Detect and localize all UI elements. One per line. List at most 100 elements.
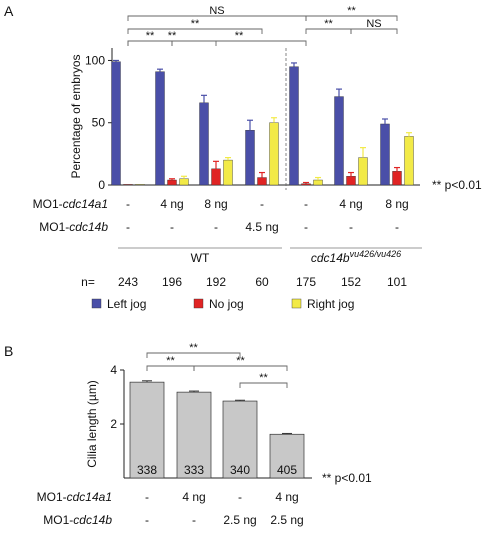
a-bar-no-jog: [346, 176, 356, 186]
a-n-label: n=: [81, 275, 95, 289]
a-row-cell: -: [349, 220, 353, 234]
b-row-label: MO1-cdc14a1: [37, 490, 112, 504]
b-n-value: 338: [137, 463, 157, 477]
a-row-cell: -: [214, 220, 218, 234]
a-significance-bracket-text: NS: [209, 5, 224, 17]
a-significance-bracket-text: **: [146, 30, 155, 42]
a-bar-left-jog: [155, 71, 165, 186]
a-legend-label: No jog: [209, 297, 244, 311]
a-group-label-gene: cdc14b: [311, 251, 350, 265]
a-significance-bracket-text: **: [347, 5, 356, 17]
a-significance-bracket-text: **: [235, 30, 244, 42]
a-row-cell: 4.5 ng: [245, 220, 278, 234]
a-bar-right-jog: [313, 179, 323, 186]
b-row-cell: 2.5 ng: [270, 513, 303, 527]
a-legend-label: Right jog: [307, 297, 354, 311]
a-bar-right-jog: [135, 184, 145, 186]
a-p-note: ** p<0.01: [432, 178, 482, 192]
a-n-value: 60: [255, 275, 269, 289]
b-y-tick-label: 2: [110, 417, 117, 431]
a-significance-bracket-text: **: [168, 30, 177, 42]
b-row-label-prefix: MO1-: [43, 513, 73, 527]
b-row-label-prefix: MO1-: [37, 490, 67, 504]
b-row-cell: 2.5 ng: [223, 513, 256, 527]
a-bar-no-jog: [167, 179, 177, 186]
b-row-cell: 4 ng: [182, 490, 205, 504]
a-bar-no-jog: [211, 168, 221, 186]
a-y-tick-label: 0: [98, 178, 105, 192]
a-bar-left-jog: [199, 102, 209, 186]
a-bar-right-jog: [223, 159, 233, 186]
a-significance-bracket-text: **: [191, 18, 200, 30]
a-bar-right-jog: [269, 122, 279, 186]
a-significance-bracket-line: [305, 15, 398, 21]
a-row-cell: -: [304, 220, 308, 234]
a-group-label-mutant: cdc14bvu426/vu426: [311, 249, 401, 265]
a-row-label-prefix: MO1-: [39, 220, 69, 234]
b-row-label-gene: cdc14b: [73, 513, 112, 527]
a-row-cell: 4 ng: [339, 197, 362, 211]
a-n-value: 152: [341, 275, 361, 289]
a-bar-left-jog: [380, 123, 390, 186]
b-significance-bracket-line: [193, 365, 288, 371]
b-row-cell: -: [238, 490, 242, 504]
a-n-value: 196: [162, 275, 182, 289]
a-row-cell: -: [126, 220, 130, 234]
b-y-tick-label: 4: [110, 363, 117, 377]
a-n-value: 101: [387, 275, 407, 289]
a-row-cell: -: [126, 197, 130, 211]
a-bar-right-jog: [404, 136, 414, 186]
a-bar-left-jog: [334, 96, 344, 186]
a-significance-bracket-text: NS: [366, 18, 381, 30]
b-row-label-gene: cdc14a1: [67, 490, 112, 504]
b-p-note: ** p<0.01: [322, 471, 372, 485]
a-significance-bracket-line: [127, 28, 263, 34]
a-group-label-superscript: vu426/vu426: [350, 249, 402, 259]
a-bar-no-jog: [123, 184, 133, 186]
a-y-tick-label: 100: [85, 53, 105, 67]
a-n-value: 243: [118, 275, 138, 289]
b-row-label: MO1-cdc14b: [43, 513, 112, 527]
a-n-value: 175: [296, 275, 316, 289]
panel-a-label: A: [4, 3, 14, 19]
b-significance-bracket-text: **: [189, 342, 198, 354]
b-bar: [129, 381, 165, 479]
a-row-label: MO1-cdc14a1: [33, 197, 108, 211]
b-bar: [222, 400, 258, 479]
a-significance-bracket-line: [171, 40, 307, 46]
a-significance-bracket-line: [350, 28, 398, 34]
a-row-label-gene: cdc14a1: [63, 197, 108, 211]
a-group-label-wt: WT: [191, 251, 210, 265]
a-row-cell: -: [260, 197, 264, 211]
b-bar: [176, 391, 212, 479]
a-row-label-gene: cdc14b: [69, 220, 108, 234]
b-significance-bracket-text: **: [236, 355, 245, 367]
a-bar-right-jog: [179, 178, 189, 186]
b-significance-bracket-line: [239, 382, 288, 388]
a-legend-swatch: [291, 298, 302, 309]
b-significance-bracket-text: **: [259, 372, 268, 384]
a-row-label: MO1-cdc14b: [39, 220, 108, 234]
a-y-tick-label: 50: [92, 116, 106, 130]
b-row-cell: -: [192, 513, 196, 527]
a-row-cell: -: [395, 220, 399, 234]
a-legend-swatch: [91, 298, 102, 309]
a-bar-left-jog: [289, 66, 299, 186]
b-bar: [269, 433, 305, 479]
panel-b-label: B: [4, 343, 13, 359]
a-significance-bracket-text: **: [324, 18, 333, 30]
b-y-axis-label: Cilia length (µm): [85, 380, 99, 468]
a-y-axis-label: Percentage of embryos: [69, 54, 83, 178]
b-row-cell: -: [145, 490, 149, 504]
a-bar-no-jog: [257, 177, 267, 186]
a-legend-swatch: [193, 298, 204, 309]
b-n-value: 340: [230, 463, 250, 477]
a-row-label-prefix: MO1-: [33, 197, 63, 211]
a-bar-no-jog: [301, 183, 311, 186]
b-significance-bracket-line: [146, 352, 241, 358]
a-bar-no-jog: [392, 171, 402, 186]
a-row-cell: -: [304, 197, 308, 211]
a-legend-label: Left jog: [107, 297, 146, 311]
